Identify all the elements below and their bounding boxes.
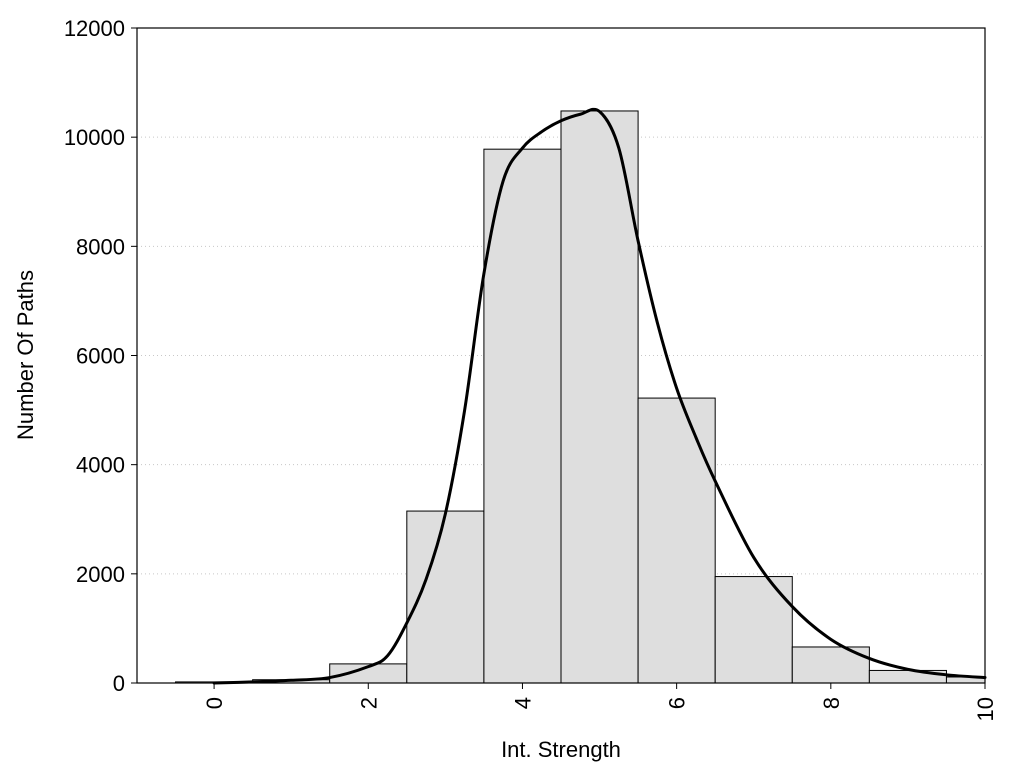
y-tick-label: 10000 — [64, 125, 125, 150]
y-tick-label: 6000 — [76, 344, 125, 369]
histogram-bar — [483, 148, 562, 683]
y-tick-label: 12000 — [64, 16, 125, 41]
x-axis-title: Int. Strength — [501, 737, 621, 762]
x-tick-label: 6 — [665, 697, 690, 709]
y-axis-title: Number Of Paths — [13, 270, 38, 440]
x-tick-label: 0 — [202, 697, 227, 709]
histogram-bar — [637, 397, 716, 683]
y-tick-label: 2000 — [76, 562, 125, 587]
curve-layer — [212, 107, 987, 685]
y-tick-label: 8000 — [76, 234, 125, 259]
x-tick-label: 2 — [356, 697, 381, 709]
histogram-bar — [560, 110, 639, 683]
y-tick-label: 0 — [113, 671, 125, 696]
x-tick-label: 4 — [510, 697, 535, 709]
x-tick-label: 10 — [973, 697, 998, 721]
ticks-layer: 0 2000 4000 6000 8000 10000 12000 0 2 4 6 8 10 — [64, 16, 998, 721]
density-curve — [212, 107, 987, 685]
x-tick-label: 8 — [819, 697, 844, 709]
y-tick-label: 4000 — [76, 453, 125, 478]
bars-layer — [175, 110, 985, 683]
